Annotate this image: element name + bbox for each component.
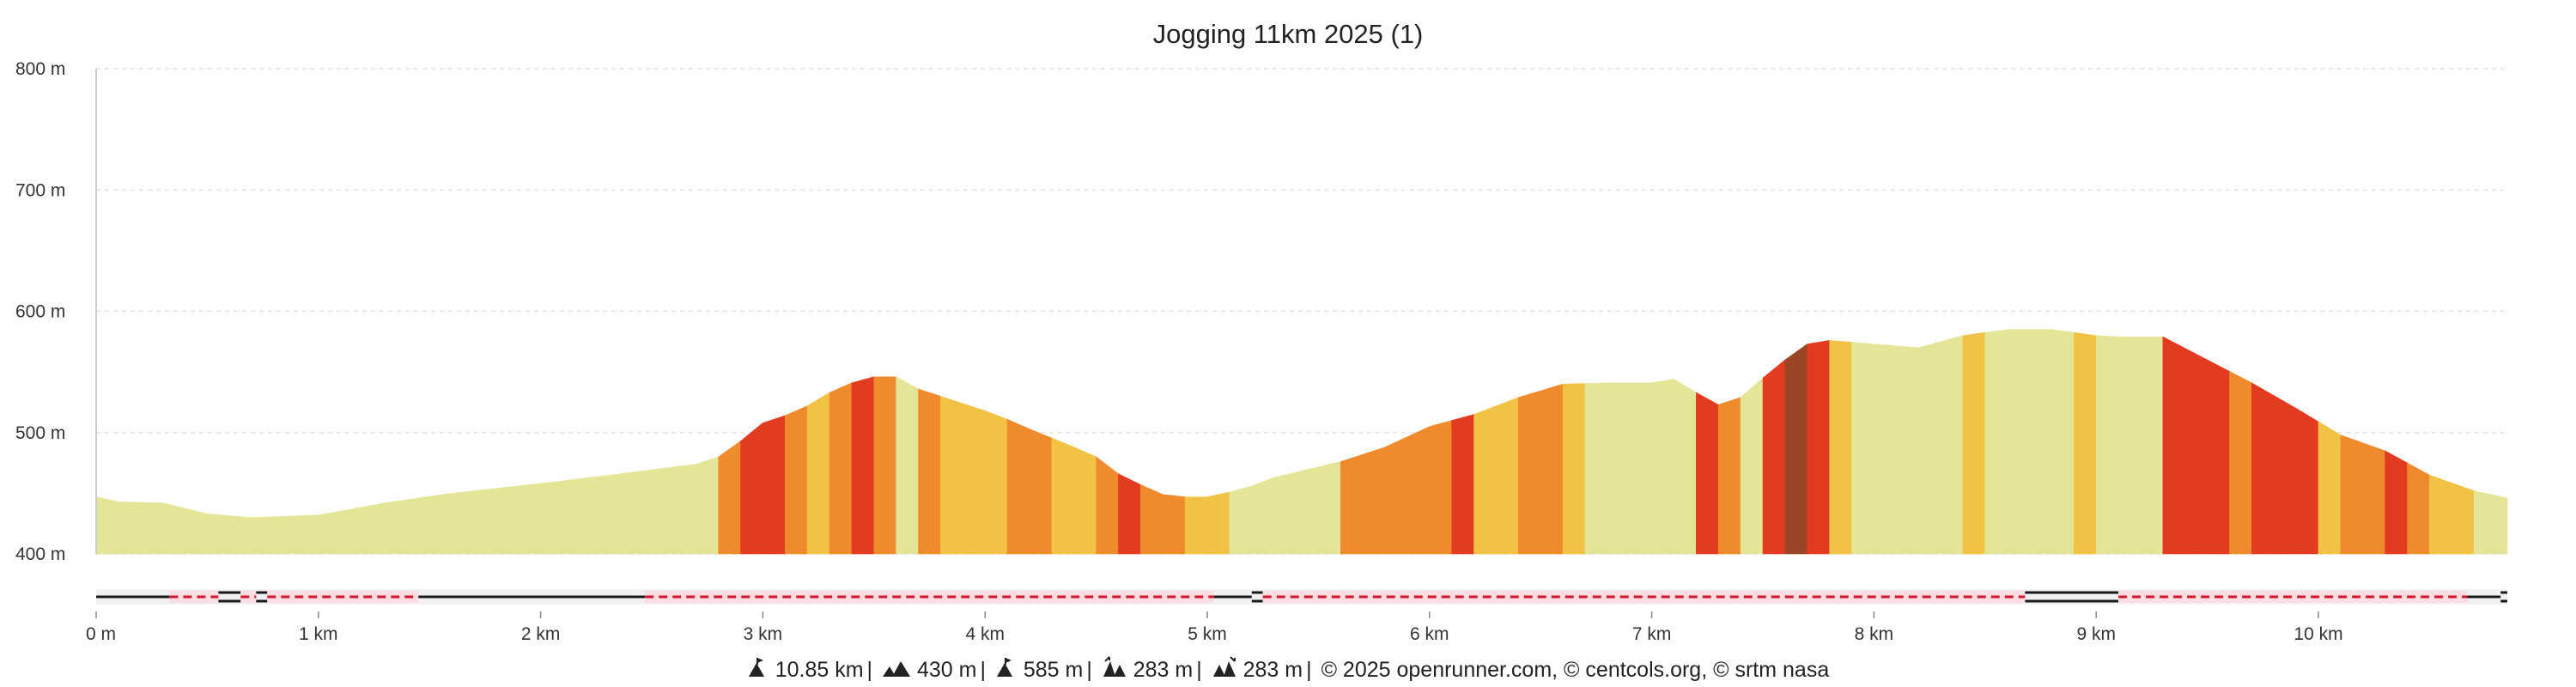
- descent-value: 283 m: [1242, 658, 1303, 682]
- y-tick-label: 400 m: [15, 544, 65, 564]
- track-segment-trail-bg: [1262, 591, 2026, 603]
- x-tick-label: 0 m: [86, 624, 116, 644]
- slope-segment-gentle: [1562, 383, 1586, 555]
- track-segment-trail-bg: [2118, 591, 2468, 603]
- x-tick-label: 6 km: [1410, 624, 1449, 644]
- credits-text: © 2025 openrunner.com, © centcols.org, ©…: [1321, 658, 1830, 682]
- slope-segment-moderate: [1340, 420, 1452, 555]
- slope-segment-moderate: [2340, 435, 2385, 555]
- slope-segment-gentle: [806, 392, 830, 555]
- slope-segment-steep: [1807, 340, 1830, 555]
- y-tick-label: 600 m: [15, 302, 65, 322]
- slope-segment-gentle: [1962, 331, 1986, 555]
- slope-segment-steep: [2251, 382, 2319, 555]
- slope-segment-steep: [740, 415, 786, 555]
- x-tick-label: 2 km: [521, 624, 561, 644]
- elevation-profile-chart: 400 m 500 m 600 m 700 m 800 m 0 m 1 km 2 km 3 k…: [15, 59, 2508, 644]
- x-tick-label: 9 km: [2076, 624, 2116, 644]
- slope-segment-gentle: [2074, 331, 2097, 555]
- descent-icon: [1212, 656, 1237, 684]
- slope-segment-steep: [1762, 359, 1786, 555]
- slope-segment-flat: [2095, 335, 2164, 555]
- slope-segment-gentle: [1473, 397, 1519, 555]
- slope-segment-gentle: [1051, 437, 1097, 555]
- x-tick-label: 10 km: [2293, 624, 2342, 644]
- slope-segment-gentle: [1184, 491, 1230, 555]
- x-axis-ticks: 0 m 1 km 2 km 3 km 4 km 5 km 6 km 7 km 8 km 9 km 1…: [86, 611, 2343, 644]
- slope-segment-steep: [2385, 450, 2408, 555]
- slope-segment-flat: [1229, 461, 1341, 555]
- distance-value: 10.85 km: [775, 658, 864, 682]
- track-segment-trail-bg: [169, 591, 219, 603]
- slope-segment-moderate: [829, 382, 853, 555]
- x-tick-label: 5 km: [1188, 624, 1227, 644]
- slope-segment-flat: [1851, 335, 1964, 555]
- slope-segment-moderate: [1006, 418, 1053, 555]
- track-segment-trail-bg: [645, 591, 1214, 603]
- y-axis-ticks: 400 m 500 m 600 m 700 m 800 m: [15, 59, 65, 564]
- slope-segment-steep: [2162, 336, 2230, 555]
- slope-segment-steep: [851, 376, 875, 555]
- x-tick-label: 7 km: [1632, 624, 1672, 644]
- elevation-area: [95, 329, 2508, 555]
- slope-segment-steep: [1118, 473, 1141, 555]
- slope-segment-moderate: [718, 441, 741, 555]
- elevation-gain-icon: [882, 656, 911, 684]
- y-tick-label: 500 m: [15, 423, 65, 443]
- route-stats-footer: 10.85 km | 430 m | 585 m | 283 m | 283 m | © …: [0, 656, 2576, 684]
- slope-segment-gentle: [2318, 421, 2342, 555]
- slope-segment-gentle: [2429, 474, 2475, 555]
- slope-segment-moderate: [2229, 370, 2252, 555]
- slope-segment-moderate: [918, 388, 941, 555]
- slope-segment-moderate: [1717, 397, 1741, 555]
- x-tick-label: 3 km: [744, 624, 783, 644]
- slope-segment-very_steep: [1784, 344, 1808, 555]
- slope-segment-gentle: [940, 395, 1008, 555]
- x-tick-label: 4 km: [965, 624, 1005, 644]
- slope-segment-gentle: [1829, 340, 1852, 555]
- slope-segment-flat: [95, 456, 719, 555]
- slope-segment-steep: [1696, 392, 1719, 555]
- ascent-value: 283 m: [1133, 658, 1194, 682]
- x-tick-label: 8 km: [1855, 624, 1894, 644]
- ascent-icon: [1102, 656, 1127, 684]
- y-tick-label: 800 m: [15, 59, 65, 79]
- slope-segment-flat: [896, 376, 919, 555]
- max-altitude-icon: [995, 656, 1018, 684]
- distance-icon: [747, 656, 769, 684]
- surface-track-bar: [96, 589, 2507, 605]
- slope-segment-moderate: [1140, 484, 1186, 555]
- chart-title: Jogging 11km 2025 (1): [1152, 19, 1424, 49]
- slope-segment-flat: [1984, 329, 2075, 555]
- max-altitude-value: 585 m: [1023, 658, 1084, 682]
- slope-segment-moderate: [784, 405, 808, 555]
- y-tick-label: 700 m: [15, 180, 65, 200]
- slope-segment-moderate: [873, 376, 896, 555]
- slope-segment-flat: [1740, 377, 1764, 555]
- elevation-gain-value: 430 m: [916, 658, 977, 682]
- slope-segment-moderate: [2407, 462, 2430, 555]
- x-tick-label: 1 km: [299, 624, 338, 644]
- slope-segment-flat: [2473, 490, 2508, 555]
- slope-segment-moderate: [1518, 383, 1564, 555]
- slope-segment-flat: [1584, 379, 1697, 555]
- slope-segment-moderate: [1096, 456, 1119, 555]
- slope-segment-steep: [1451, 414, 1474, 555]
